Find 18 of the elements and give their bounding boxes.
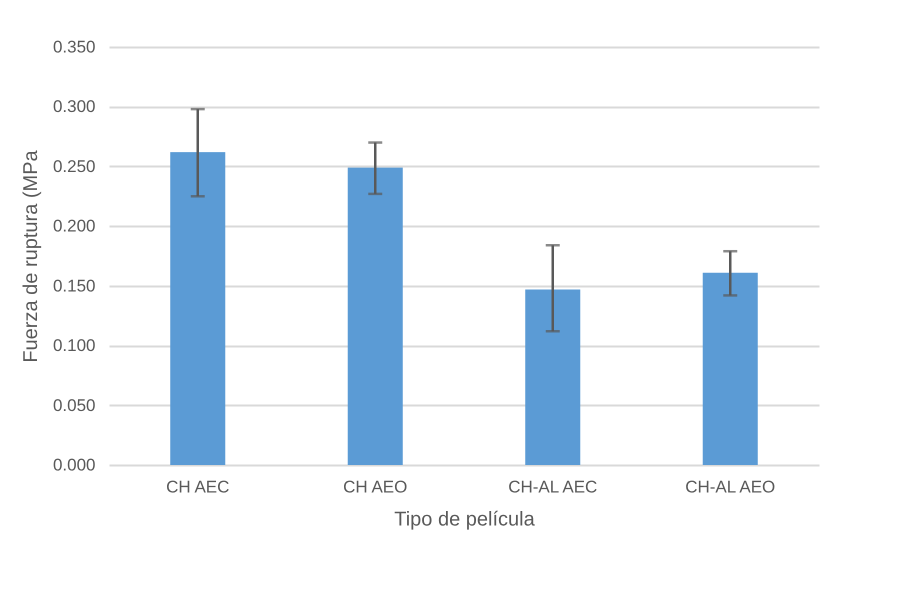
bar bbox=[525, 289, 580, 465]
y-tick-label: 0.050 bbox=[52, 396, 96, 415]
x-axis-title: Tipo de película bbox=[394, 508, 536, 530]
x-tick-label: CH-AL AEC bbox=[508, 478, 598, 496]
x-tick-label: CH AEO bbox=[343, 478, 408, 496]
bar bbox=[170, 152, 226, 465]
y-tick-label: 0.300 bbox=[52, 97, 96, 116]
bar bbox=[702, 272, 758, 465]
y-tick-label: 0.150 bbox=[52, 276, 96, 296]
bar bbox=[348, 168, 403, 465]
y-tick-label: 0.250 bbox=[52, 156, 96, 176]
y-tick-label: 0.350 bbox=[52, 38, 96, 56]
x-tick-label: CH-AL AEO bbox=[685, 478, 776, 496]
x-tick-label: CH AEC bbox=[166, 478, 230, 496]
y-tick-label: 0.000 bbox=[52, 456, 96, 474]
y-axis-title: Fuerza de ruptura (MPa bbox=[20, 149, 42, 363]
y-tick-label: 0.100 bbox=[52, 336, 96, 356]
y-tick-label: 0.200 bbox=[52, 216, 96, 236]
